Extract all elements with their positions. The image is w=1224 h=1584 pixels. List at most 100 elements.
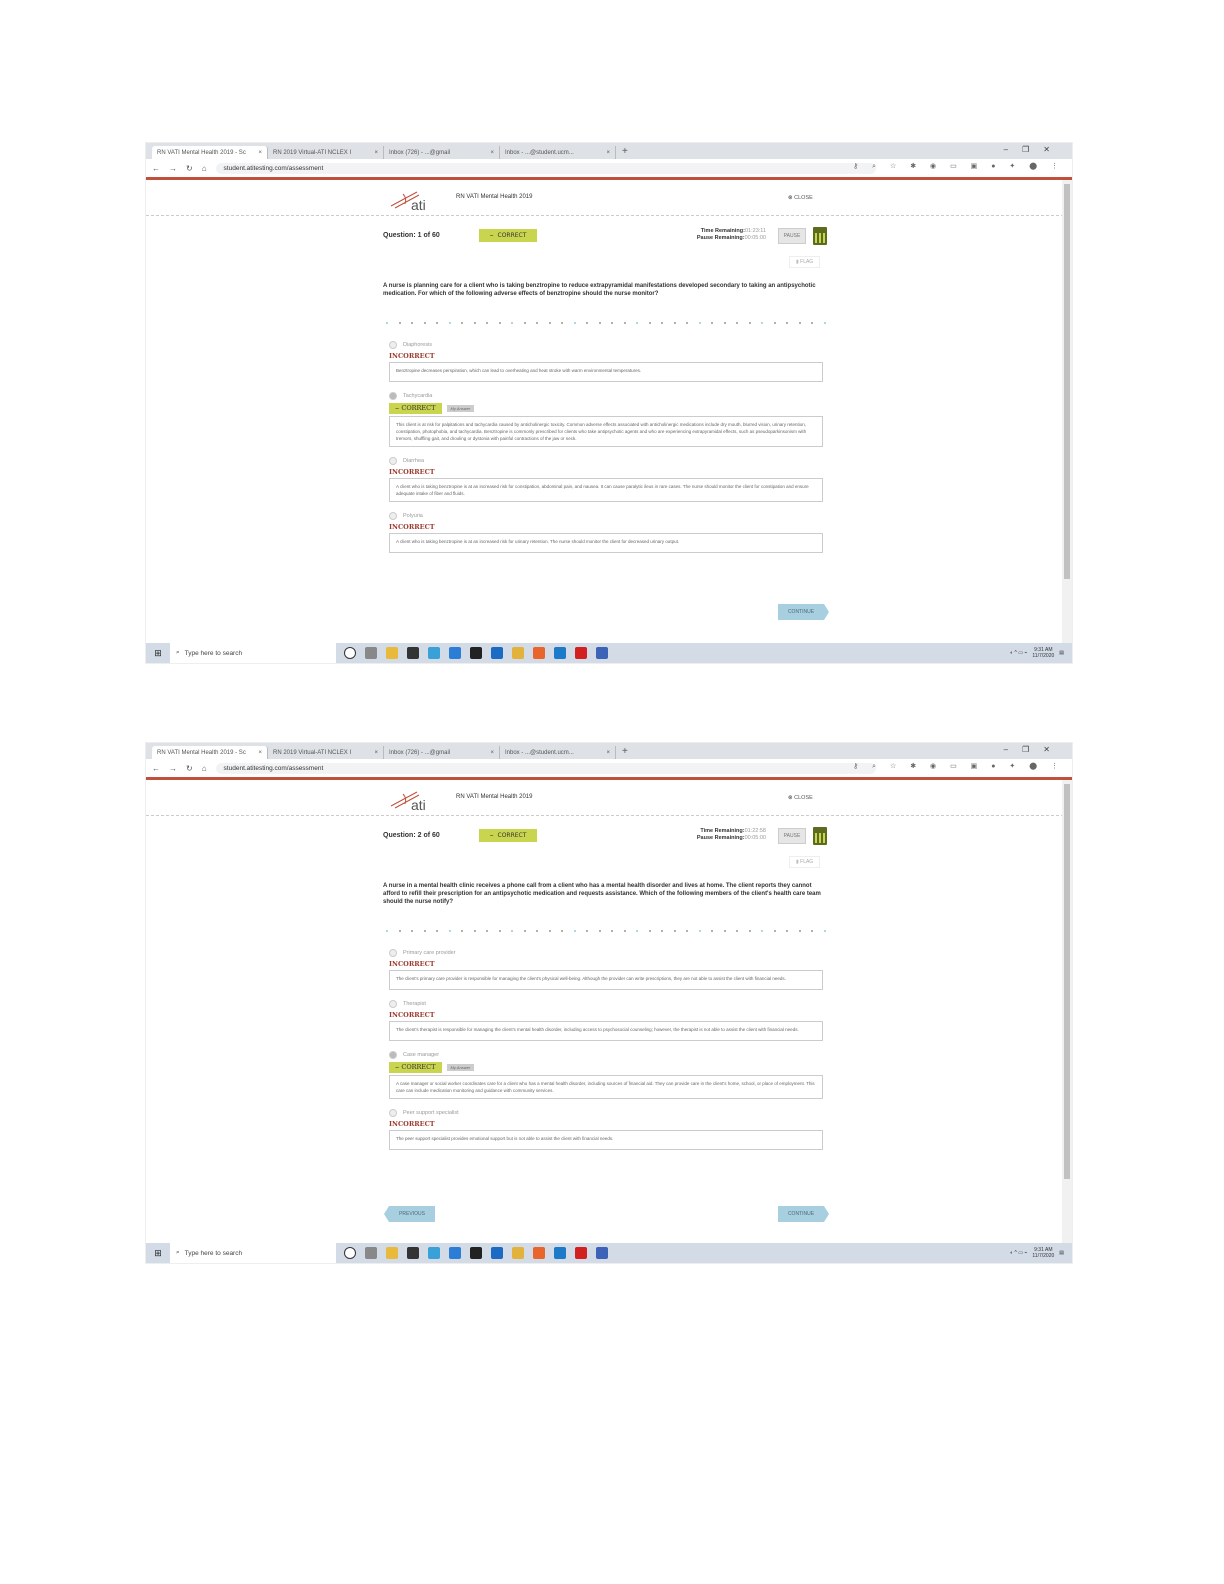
progress-dot[interactable] (448, 930, 451, 932)
progress-dot[interactable] (698, 930, 701, 932)
home-icon[interactable]: ⌂ (201, 763, 207, 773)
browser-tab[interactable]: Inbox - ...@student.ucm... × (500, 746, 616, 759)
progress-dot[interactable] (473, 322, 476, 324)
close-tab-icon[interactable]: × (490, 149, 494, 156)
ie-icon[interactable] (428, 1247, 440, 1259)
edge-icon[interactable] (554, 647, 566, 659)
edge-icon[interactable] (554, 1247, 566, 1259)
progress-dot[interactable] (723, 930, 726, 932)
progress-dot[interactable] (648, 322, 651, 324)
pause-button[interactable]: PAUSE (778, 828, 806, 844)
progress-dot[interactable] (611, 930, 613, 932)
forward-icon[interactable]: → (169, 163, 177, 173)
ie-icon[interactable] (428, 647, 440, 659)
file-explorer-icon[interactable] (386, 1247, 398, 1259)
cortana-icon[interactable] (344, 1247, 356, 1259)
browser-tab[interactable]: RN VATI Mental Health 2019 - Sc × (152, 746, 268, 759)
close-tab-icon[interactable]: × (258, 749, 262, 756)
browser-tab[interactable]: RN 2019 Virtual-ATI NCLEX I × (268, 746, 384, 759)
photos-icon[interactable] (470, 1247, 482, 1259)
progress-dot[interactable] (586, 930, 588, 932)
progress-dot[interactable] (773, 930, 776, 932)
progress-dot[interactable] (561, 322, 563, 324)
progress-dot[interactable] (623, 930, 626, 932)
task-view-icon[interactable] (365, 1247, 377, 1259)
tray-icons[interactable]: ◐ ^ ▭ ⌁ (1010, 650, 1028, 656)
radio-button[interactable] (389, 999, 397, 1008)
progress-dot[interactable] (548, 930, 551, 932)
pause-button[interactable]: PAUSE (778, 228, 806, 244)
previous-button[interactable]: PREVIOUS (384, 1206, 435, 1222)
cortana-icon[interactable] (344, 647, 356, 659)
progress-dot[interactable] (748, 322, 751, 324)
back-icon[interactable]: ← (152, 763, 160, 773)
progress-dot[interactable] (711, 322, 713, 324)
radio-button[interactable] (389, 511, 397, 520)
progress-dot[interactable] (398, 930, 401, 932)
url-input[interactable]: student.atitesting.com/assessment (215, 762, 876, 774)
progress-dot[interactable] (386, 322, 388, 324)
progress-dot[interactable] (536, 322, 538, 324)
notepad-icon[interactable] (449, 1247, 461, 1259)
progress-dot[interactable] (511, 322, 513, 324)
progress-dot[interactable] (598, 322, 601, 324)
chrome-icon[interactable] (512, 647, 524, 659)
progress-dot[interactable] (698, 322, 701, 324)
progress-dot[interactable] (498, 322, 501, 324)
progress-dot[interactable] (598, 930, 601, 932)
progress-dot[interactable] (511, 930, 513, 932)
progress-dot[interactable] (436, 322, 438, 324)
close-tab-icon[interactable]: × (374, 149, 378, 156)
progress-dot[interactable] (498, 930, 501, 932)
close-tab-icon[interactable]: × (258, 149, 262, 156)
tray-icons[interactable]: ◐ ^ ▭ ⌁ (1010, 1250, 1028, 1256)
progress-dot[interactable] (573, 930, 576, 932)
progress-dot[interactable] (473, 930, 476, 932)
progress-dot[interactable] (536, 930, 538, 932)
progress-dot[interactable] (661, 322, 663, 324)
photos-icon[interactable] (470, 647, 482, 659)
firefox-icon[interactable] (533, 647, 545, 659)
progress-dot[interactable] (661, 930, 663, 932)
reload-icon[interactable]: ↻ (186, 763, 193, 773)
option-label-row[interactable]: Tachycardia (389, 391, 823, 400)
progress-dot[interactable] (486, 322, 488, 324)
mail-icon[interactable] (491, 1247, 503, 1259)
clock[interactable]: 9:31 AM 11/7/2020 (1032, 647, 1054, 659)
progress-dot[interactable] (773, 322, 776, 324)
progress-dot[interactable] (761, 930, 763, 932)
progress-dot[interactable] (823, 322, 826, 324)
radio-button[interactable] (389, 340, 397, 349)
option-label-row[interactable]: Diaphoresis (389, 340, 823, 349)
back-icon[interactable]: ← (152, 163, 160, 173)
close-tab-icon[interactable]: × (374, 749, 378, 756)
browser-tab[interactable]: RN 2019 Virtual-ATI NCLEX I × (268, 146, 384, 159)
progress-dot[interactable] (636, 930, 638, 932)
radio-button[interactable] (389, 1108, 397, 1117)
radio-button[interactable] (389, 456, 397, 465)
progress-dot[interactable] (798, 930, 801, 932)
windows-start-icon[interactable]: ⊞ (154, 1247, 162, 1258)
store-icon[interactable] (407, 647, 419, 659)
progress-dot[interactable] (561, 930, 563, 932)
option-label-row[interactable]: Primary care provider (389, 948, 823, 957)
acrobat-icon[interactable] (575, 1247, 587, 1259)
progress-dot[interactable] (411, 930, 413, 932)
task-view-icon[interactable] (365, 647, 377, 659)
option-label-row[interactable]: Diarrhea (389, 456, 823, 465)
option-label-row[interactable]: Case manager (389, 1050, 823, 1059)
progress-dot[interactable] (673, 930, 676, 932)
progress-dot[interactable] (761, 322, 763, 324)
chrome-icon[interactable] (512, 1247, 524, 1259)
close-tab-icon[interactable]: × (606, 149, 610, 156)
progress-dot[interactable] (636, 322, 638, 324)
word-icon[interactable] (596, 647, 608, 659)
progress-dot[interactable] (411, 322, 413, 324)
word-icon[interactable] (596, 1247, 608, 1259)
progress-dot[interactable] (423, 930, 426, 932)
option-label-row[interactable]: Polyuria (389, 511, 823, 520)
progress-dot[interactable] (686, 930, 688, 932)
close-button[interactable]: ⊗ CLOSE (788, 795, 813, 801)
close-tab-icon[interactable]: × (490, 749, 494, 756)
mail-icon[interactable] (491, 647, 503, 659)
